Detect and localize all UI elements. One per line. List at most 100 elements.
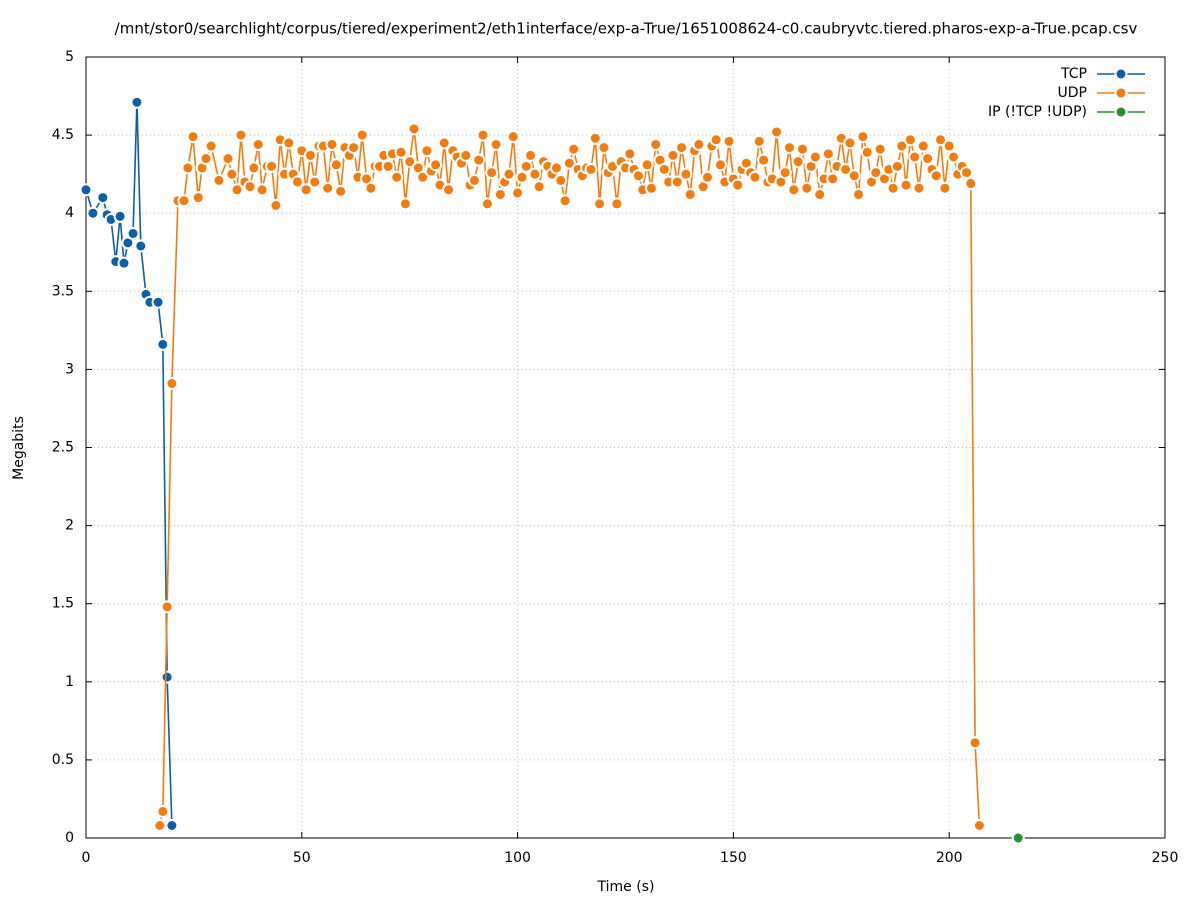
data-point (437, 136, 451, 150)
y-axis-label: Megabits (11, 416, 27, 480)
data-point (903, 133, 917, 147)
data-point (442, 183, 456, 197)
data-point (334, 184, 348, 198)
data-point (269, 198, 283, 212)
data-point (532, 180, 546, 194)
data-point (265, 159, 279, 173)
data-point (181, 161, 195, 175)
data-point (403, 155, 417, 169)
data-point (895, 139, 909, 153)
data-point (177, 194, 191, 208)
data-point (204, 139, 218, 153)
data-point (631, 169, 645, 183)
data-point (347, 141, 361, 155)
data-point (934, 133, 948, 147)
data-point (416, 170, 430, 184)
data-point (407, 122, 421, 136)
data-point (795, 142, 809, 156)
data-point (329, 158, 343, 172)
data-point (657, 162, 671, 176)
data-point (783, 141, 797, 155)
data-point (86, 206, 100, 220)
data-point (528, 167, 542, 181)
data-point (597, 141, 611, 155)
data-point (679, 167, 693, 181)
x-tick-label: 0 (82, 850, 91, 866)
data-point (839, 162, 853, 176)
data-point (290, 175, 304, 189)
data-point (649, 137, 663, 151)
y-tick-label: 1 (65, 674, 74, 690)
legend-label: IP (!TCP !UDP) (988, 104, 1087, 120)
data-point (593, 197, 607, 211)
y-tick-label: 0 (65, 830, 74, 846)
data-point (429, 158, 443, 172)
data-point (493, 187, 507, 201)
data-point (165, 376, 179, 390)
data-point (160, 670, 174, 684)
data-point (165, 819, 179, 833)
data-point (156, 337, 170, 351)
data-point (701, 170, 715, 184)
x-tick-label: 150 (720, 850, 747, 866)
data-point (420, 144, 434, 158)
data-point (191, 191, 205, 205)
data-point (808, 150, 822, 164)
data-point (752, 134, 766, 148)
data-point (826, 172, 840, 186)
data-point (153, 819, 167, 833)
data-point (856, 130, 870, 144)
data-point (610, 197, 624, 211)
data-point (886, 181, 900, 195)
legend-marker (1114, 105, 1128, 119)
data-point (964, 177, 978, 191)
y-tick-label: 2 (65, 518, 74, 534)
data-point (916, 139, 930, 153)
data-point (394, 145, 408, 159)
legend-marker (1114, 67, 1128, 81)
data-point (511, 186, 525, 200)
data-point (130, 95, 144, 109)
data-point (398, 197, 412, 211)
data-point (79, 183, 93, 197)
data-point (713, 158, 727, 172)
data-point (912, 181, 926, 195)
y-tick-label: 2.5 (52, 440, 74, 456)
data-point (731, 178, 745, 192)
data-point (640, 158, 654, 172)
chart-title: /mnt/stor0/searchlight/corpus/tiered/exp… (115, 20, 1138, 38)
legend-label: TCP (1060, 66, 1087, 82)
data-point (325, 137, 339, 151)
data-point (787, 183, 801, 197)
data-point (251, 137, 265, 151)
data-point (554, 173, 568, 187)
data-point (299, 183, 313, 197)
data-point (929, 169, 943, 183)
legend-label: UDP (1058, 85, 1087, 101)
data-point (489, 137, 503, 151)
x-tick-label: 200 (936, 850, 963, 866)
data-point (847, 169, 861, 183)
data-point (938, 181, 952, 195)
data-point (675, 141, 689, 155)
data-point (390, 170, 404, 184)
y-tick-label: 5 (65, 49, 74, 65)
data-point (821, 147, 835, 161)
data-point (722, 134, 736, 148)
y-tick-label: 4 (65, 205, 74, 221)
x-tick-label: 50 (293, 850, 311, 866)
data-point (959, 166, 973, 180)
data-point (230, 183, 244, 197)
data-point (666, 148, 680, 162)
data-point (791, 155, 805, 169)
data-point (480, 197, 494, 211)
data-point (623, 147, 637, 161)
data-point (151, 295, 165, 309)
x-tick-label: 100 (504, 850, 531, 866)
data-point (472, 153, 486, 167)
data-point (364, 181, 378, 195)
data-point (968, 736, 982, 750)
data-point (644, 181, 658, 195)
data-point (683, 187, 697, 201)
data-point (247, 161, 261, 175)
